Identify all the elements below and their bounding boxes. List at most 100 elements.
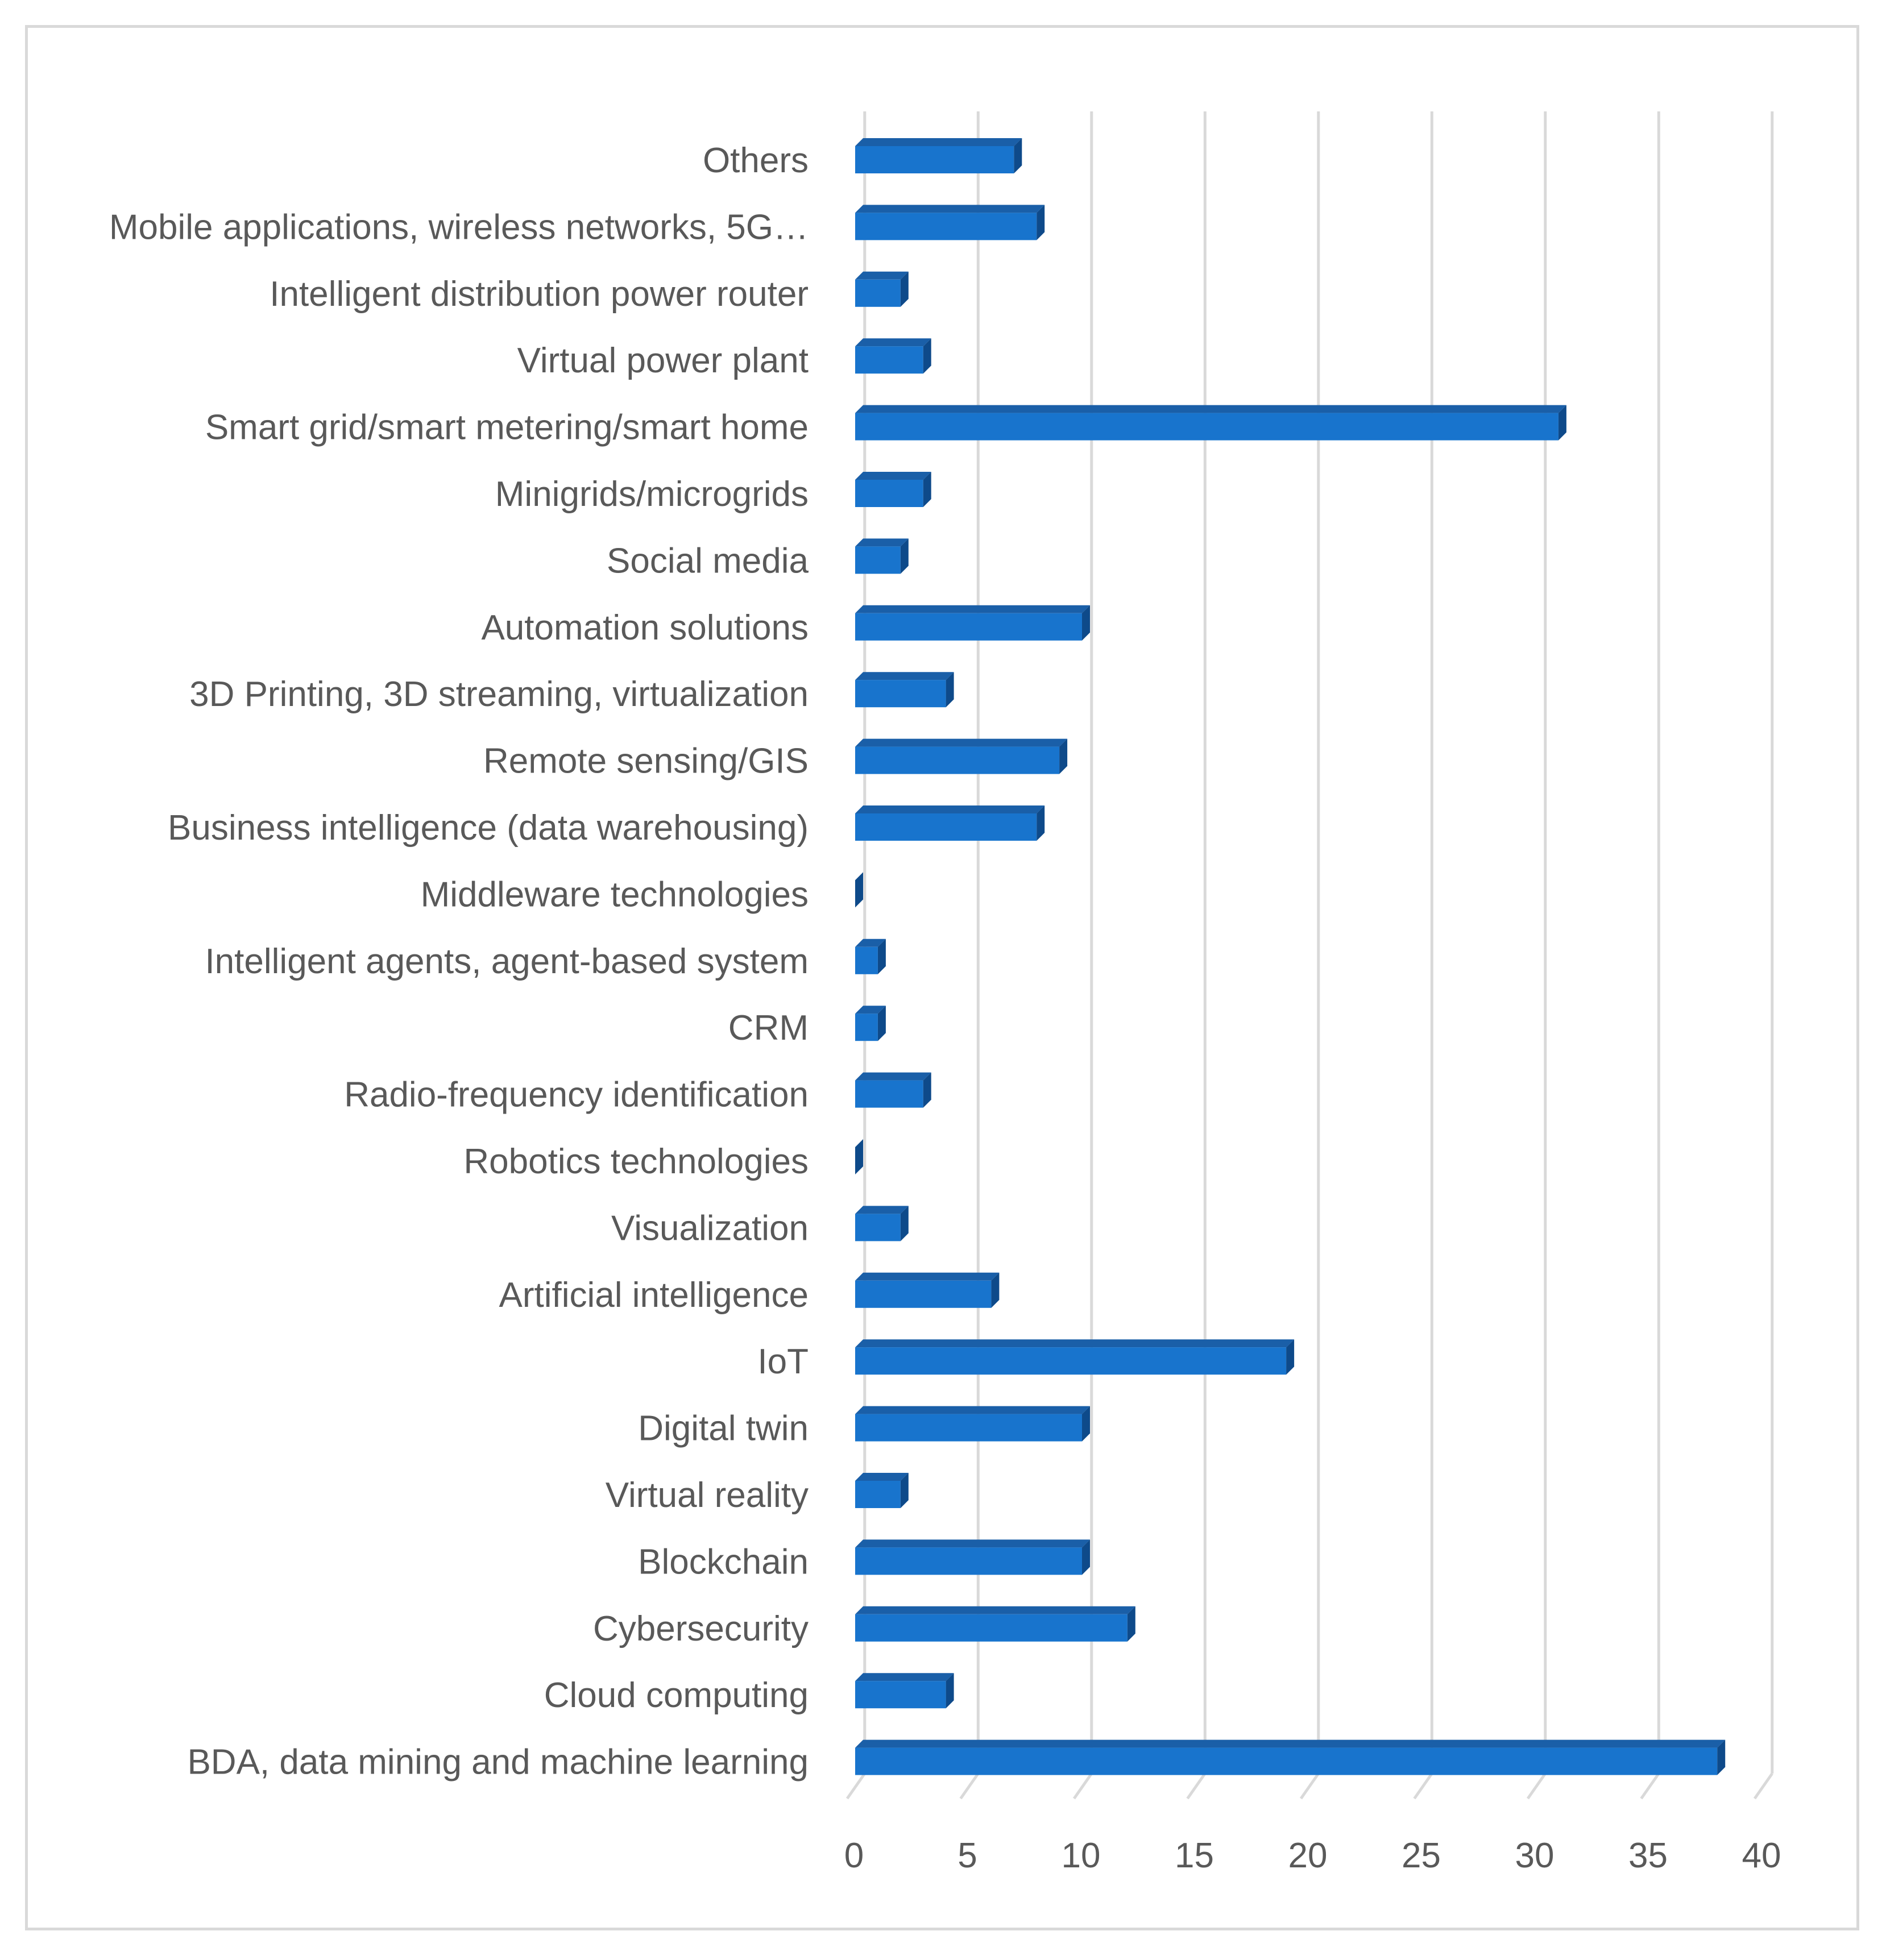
bar-top-face	[855, 1739, 1726, 1748]
bar-front-face	[855, 346, 923, 374]
bar-top-face	[855, 472, 931, 480]
category-label-8: Automation solutions	[481, 608, 809, 647]
bar-top-face	[855, 1539, 1090, 1548]
bar-side-face	[923, 338, 931, 374]
bar-20	[855, 1406, 1090, 1442]
bar-front-face	[855, 1414, 1082, 1442]
gridline-floor-0	[845, 1772, 866, 1800]
x-tick-label-5: 5	[957, 1836, 977, 1875]
bar-front-face	[855, 1547, 1082, 1575]
bar-5	[855, 405, 1566, 441]
bar-22	[855, 1539, 1090, 1575]
bar-front-face	[855, 480, 923, 507]
bar-side-face	[946, 672, 954, 708]
bar-top-face	[855, 138, 1022, 146]
gridline-floor-25	[1413, 1772, 1433, 1800]
category-label-12: Middleware technologies	[421, 875, 809, 914]
bar-top-face	[855, 1206, 909, 1214]
category-label-6: Minigrids/microgrids	[495, 475, 809, 514]
bar-front-face	[855, 946, 878, 974]
bar-25	[855, 1739, 1726, 1775]
bar-side-face	[923, 1072, 931, 1108]
category-label-14: CRM	[728, 1008, 809, 1048]
bar-side-face	[946, 1673, 954, 1709]
bar-side-face	[855, 1139, 863, 1174]
bar-top-face	[855, 1072, 931, 1081]
bar-13	[855, 939, 886, 974]
bar-side-face	[1037, 205, 1045, 240]
category-label-9: 3D Printing, 3D streaming, virtualizatio…	[189, 675, 809, 714]
bar-17	[855, 1206, 909, 1241]
bar-1	[855, 138, 1022, 173]
bar-front-face	[855, 1681, 946, 1709]
bar-side-face	[900, 271, 909, 307]
bar-top-face	[855, 538, 909, 547]
category-label-15: Radio-frequency identification	[344, 1075, 809, 1115]
bar-top-face	[855, 1673, 954, 1681]
bar-4	[855, 338, 931, 374]
category-label-20: Digital twin	[638, 1409, 809, 1448]
bar-7	[855, 538, 909, 574]
gridline-floor-20	[1299, 1772, 1320, 1800]
bar-front-face	[855, 1347, 1287, 1375]
gridline-floor-15	[1186, 1772, 1207, 1800]
bar-top-face	[855, 271, 909, 280]
bar-top-face	[855, 1606, 1135, 1614]
bar-16	[855, 1139, 863, 1174]
bar-front-face	[855, 1614, 1128, 1642]
bar-3	[855, 271, 909, 307]
bar-side-face	[1037, 805, 1045, 841]
bar-14	[855, 1006, 886, 1041]
x-tick-label-30: 30	[1515, 1836, 1555, 1875]
bar-21	[855, 1473, 909, 1508]
bar-top-face	[855, 1473, 909, 1481]
bars	[855, 138, 1726, 1775]
bar-side-face	[900, 1206, 909, 1241]
gridline-floor-10	[1072, 1772, 1093, 1800]
category-label-7: Social media	[607, 541, 809, 580]
category-label-23: Cybersecurity	[593, 1609, 809, 1648]
bar-9	[855, 672, 954, 708]
bar-12	[855, 872, 863, 908]
gridline-floor-35	[1640, 1772, 1660, 1800]
category-label-22: Blockchain	[638, 1542, 809, 1581]
bar-side-face	[991, 1272, 1000, 1308]
bar-top-face	[855, 1406, 1090, 1414]
bar-top-face	[855, 405, 1566, 413]
bar-front-face	[855, 746, 1060, 774]
bar-top-face	[855, 1339, 1295, 1348]
bar-top-face	[855, 939, 886, 947]
bar-side-face	[900, 1473, 909, 1508]
category-label-19: IoT	[757, 1342, 809, 1381]
bar-side-face	[923, 472, 931, 507]
bar-front-face	[855, 546, 901, 574]
category-labels: Others Mobile applications, wireless netw…	[109, 141, 809, 1782]
bar-top-face	[855, 205, 1045, 213]
bar-side-face	[1717, 1739, 1726, 1775]
bar-8	[855, 605, 1090, 641]
x-tick-label-0: 0	[844, 1836, 864, 1875]
category-label-13: Intelligent agents, agent-based system	[205, 942, 809, 981]
bar-6	[855, 472, 931, 507]
bar-side-face	[1082, 1539, 1090, 1575]
category-label-11: Business intelligence (data warehousing)	[168, 808, 809, 848]
bar-front-face	[855, 1014, 878, 1041]
bar-front-face	[855, 680, 946, 708]
bar-front-face	[855, 413, 1558, 441]
bar-24	[855, 1673, 954, 1709]
x-tick-label-15: 15	[1175, 1836, 1214, 1875]
bar-side-face	[900, 538, 909, 574]
x-tick-label-35: 35	[1628, 1836, 1668, 1875]
x-axis-tick-labels: 0 5 10 15 20 25 30 35 40	[844, 1836, 1781, 1875]
bar-23	[855, 1606, 1135, 1642]
bar-front-face	[855, 1080, 923, 1108]
bar-side-face	[1127, 1606, 1135, 1642]
bar-top-face	[855, 605, 1090, 613]
category-label-18: Artificial intelligence	[499, 1276, 809, 1315]
bar-top-face	[855, 672, 954, 680]
bar-front-face	[855, 613, 1082, 641]
bar-front-face	[855, 1747, 1718, 1775]
category-label-1: Others	[703, 141, 809, 180]
bar-top-face	[855, 338, 931, 347]
